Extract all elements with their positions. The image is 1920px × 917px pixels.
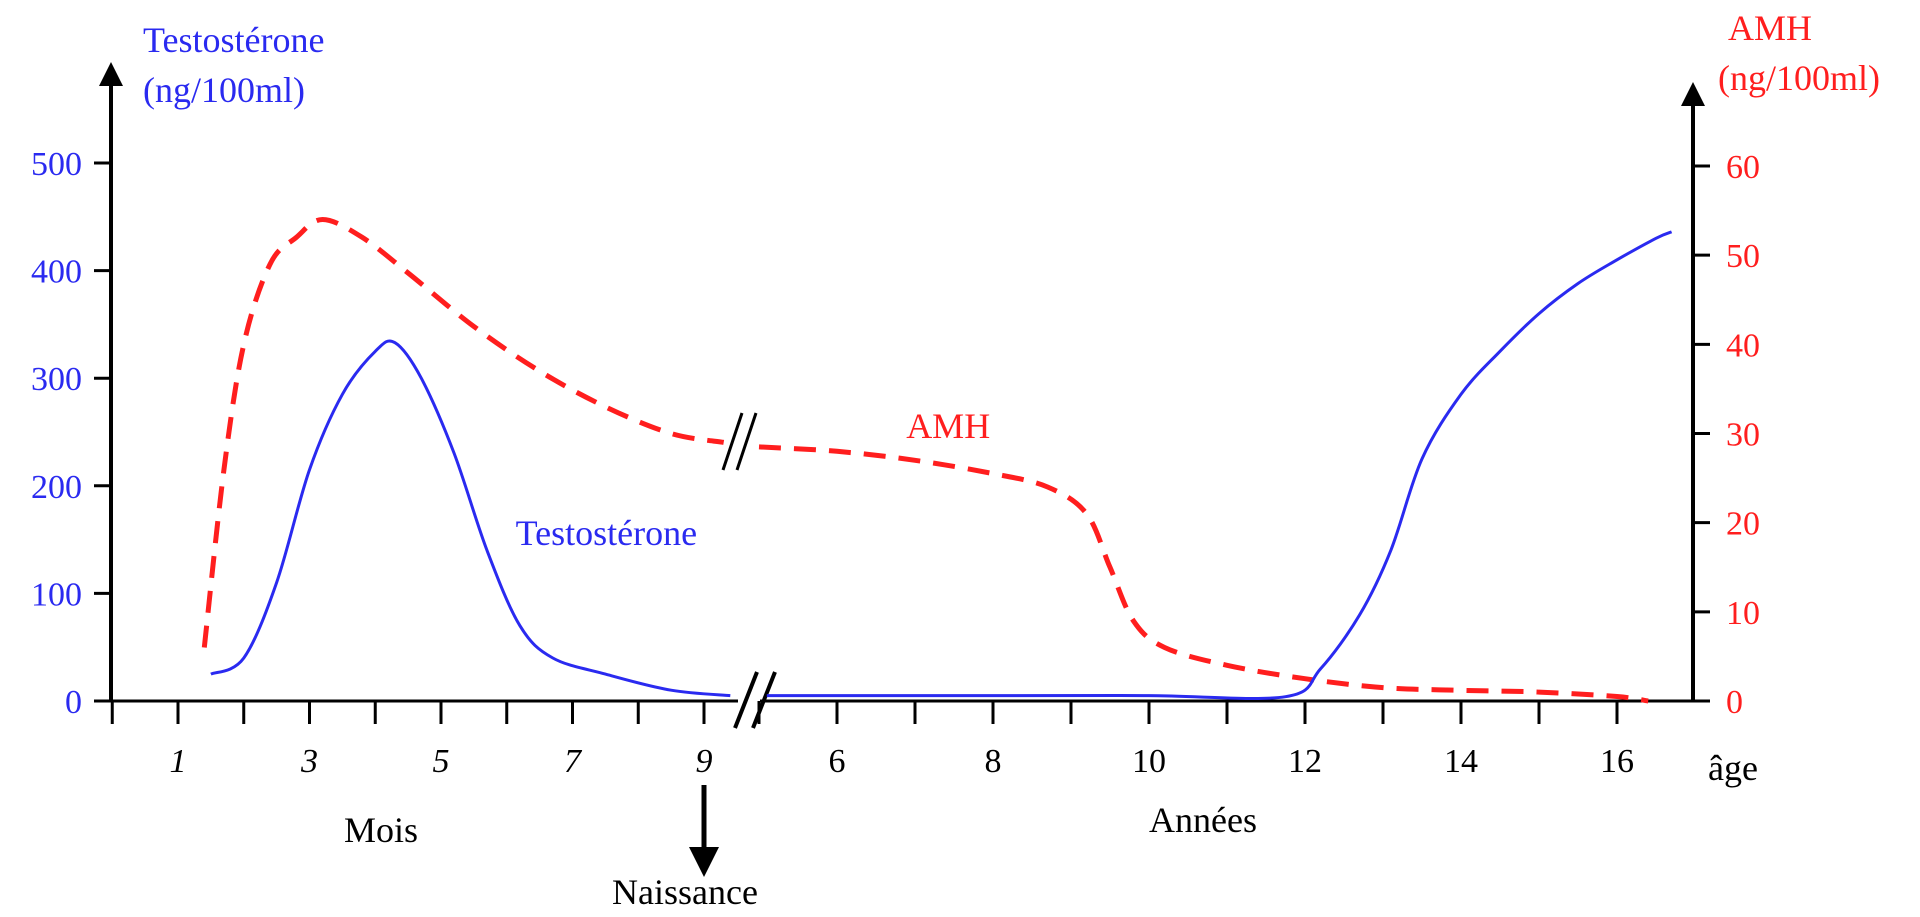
x-ticks: 1 3 5 7 9 6 8 10 12 14 16 bbox=[110, 701, 1634, 780]
series-line-testosterone bbox=[210, 230, 1673, 700]
birth-label: Naissance bbox=[612, 872, 758, 912]
amh-break-mark-2 bbox=[735, 412, 758, 471]
birth-marker: Naissance bbox=[612, 785, 758, 912]
series-group bbox=[201, 216, 1673, 704]
left-axis-title-line2: (ng/100ml) bbox=[143, 70, 305, 110]
amh-break-mark-1 bbox=[721, 412, 744, 471]
right-y-tick-label-50: 50 bbox=[1726, 238, 1760, 275]
x-axis-break-mark-1 bbox=[733, 671, 759, 729]
right-y-tick-label-60: 60 bbox=[1726, 149, 1760, 186]
right-axis-title-line1: AMH bbox=[1728, 8, 1812, 48]
right-y-tick-label-40: 40 bbox=[1726, 327, 1760, 364]
series-line-amh bbox=[201, 216, 1649, 704]
x-tick-label-month-1: 1 bbox=[170, 743, 187, 780]
left-y-tick-label-100: 100 bbox=[31, 576, 82, 613]
right-y-tick-label-0: 0 bbox=[1726, 684, 1743, 721]
x-tick-label-month-5: 5 bbox=[433, 743, 450, 780]
series-label-amh: AMH bbox=[906, 406, 990, 446]
left-y-tick-label-200: 200 bbox=[31, 469, 82, 506]
x-tick-label-year-8: 8 bbox=[985, 743, 1002, 780]
x-tick-label-year-10: 10 bbox=[1132, 743, 1166, 780]
x-tick-label-month-3: 3 bbox=[300, 743, 318, 780]
x-tick-label-month-7: 7 bbox=[564, 743, 583, 780]
series-break-marks bbox=[721, 412, 758, 471]
months-label: Mois bbox=[344, 810, 418, 850]
left-y-tick-label-400: 400 bbox=[31, 254, 82, 291]
x-axis-break-mark-2 bbox=[751, 671, 777, 729]
right-y-ticks: 0 10 20 30 40 50 60 bbox=[1693, 149, 1760, 721]
left-y-tick-label-500: 500 bbox=[31, 146, 82, 183]
x-tick-label-year-6: 6 bbox=[829, 743, 846, 780]
right-axis-title-line2: (ng/100ml) bbox=[1718, 58, 1880, 98]
left-y-tick-label-300: 300 bbox=[31, 361, 82, 398]
right-y-tick-label-10: 10 bbox=[1726, 595, 1760, 632]
x-tick-label-year-12: 12 bbox=[1288, 743, 1322, 780]
right-y-tick-label-30: 30 bbox=[1726, 417, 1760, 454]
years-label: Années bbox=[1149, 800, 1257, 840]
series-label-testosterone: Testostérone bbox=[516, 513, 697, 553]
left-y-ticks: 0 100 200 300 400 500 bbox=[31, 146, 111, 721]
right-y-tick-label-20: 20 bbox=[1726, 506, 1760, 543]
left-y-tick-label-0: 0 bbox=[65, 684, 82, 721]
x-axis-label: âge bbox=[1708, 748, 1758, 788]
x-tick-label-month-9: 9 bbox=[696, 743, 713, 780]
x-tick-label-year-16: 16 bbox=[1600, 743, 1634, 780]
left-axis-title-line1: Testostérone bbox=[143, 20, 324, 60]
x-tick-label-year-14: 14 bbox=[1444, 743, 1478, 780]
